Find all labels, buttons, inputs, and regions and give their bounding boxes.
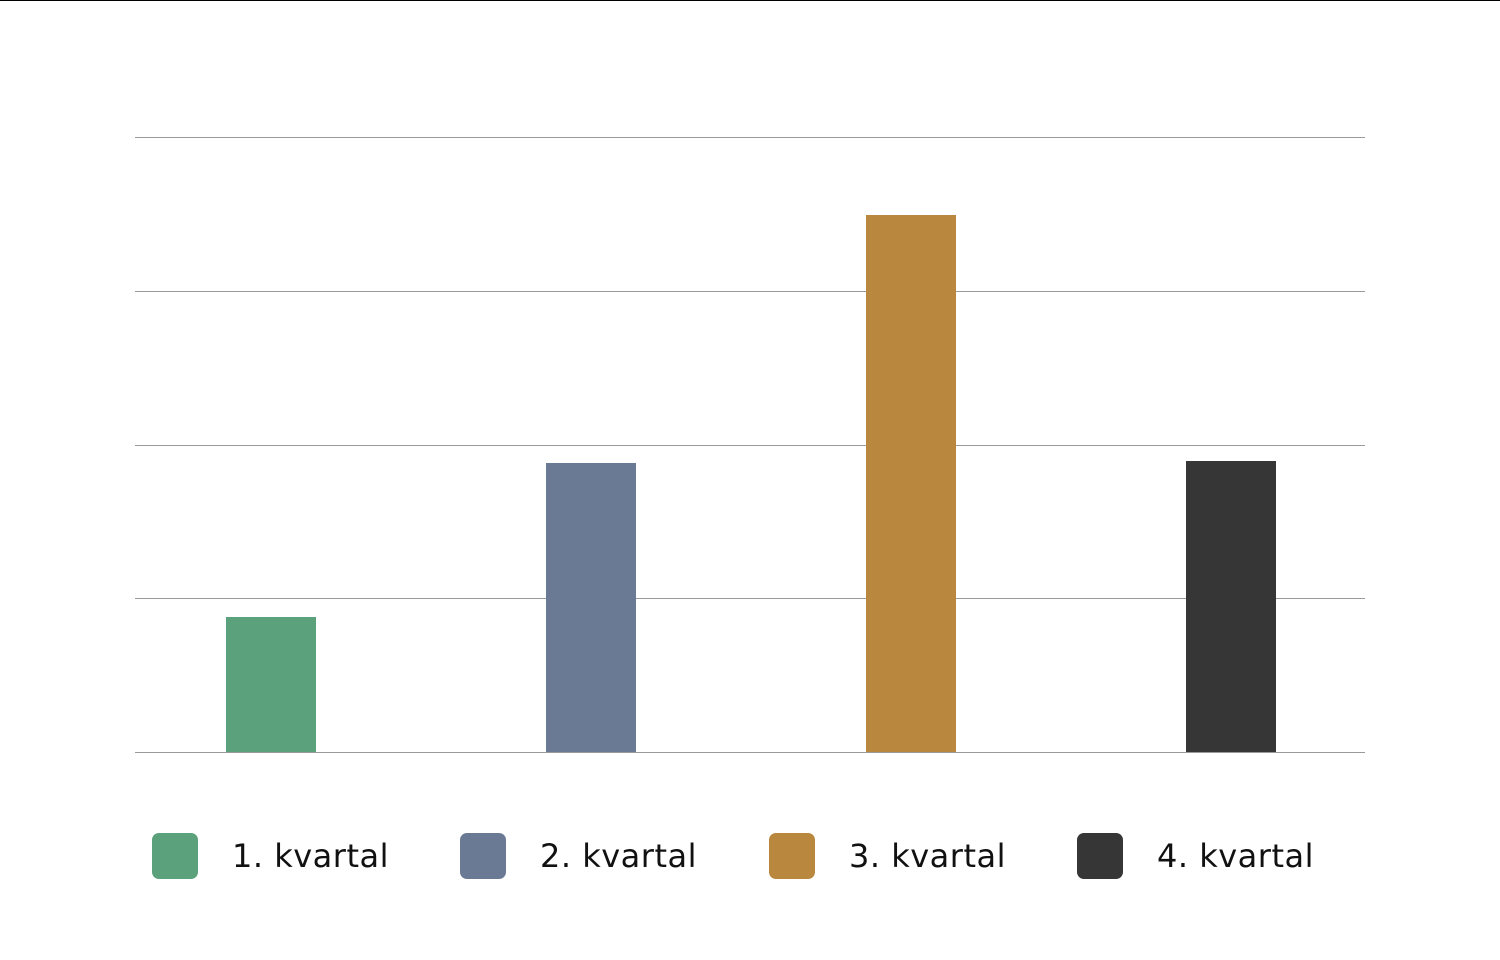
gridline [135,444,1365,446]
legend-label-q2: 2. kvartal [540,837,697,875]
legend-item-q3: 3. kvartal [769,832,1006,880]
top-border [0,0,1500,1]
bar-2-kvartal [546,462,636,752]
legend: 1. kvartal 2. kvartal 3. kvartal 4. kvar… [0,832,1500,880]
legend-swatch-q3 [769,833,815,879]
gridline [135,752,1365,753]
legend-item-q1: 1. kvartal [152,832,389,880]
plot-area [135,137,1365,753]
gridline [135,137,1365,138]
legend-item-q2: 2. kvartal [460,832,697,880]
legend-label-q1: 1. kvartal [232,837,389,875]
gridline [135,290,1365,292]
legend-swatch-q4 [1077,833,1123,879]
legend-swatch-q1 [152,833,198,879]
bar-4-kvartal [1186,461,1276,752]
legend-label-q4: 4. kvartal [1157,837,1314,875]
legend-item-q4: 4. kvartal [1077,832,1314,880]
legend-swatch-q2 [460,833,506,879]
bar-1-kvartal [226,616,316,752]
bar-3-kvartal [866,215,956,752]
gridline [135,598,1365,600]
legend-label-q3: 3. kvartal [849,837,1006,875]
